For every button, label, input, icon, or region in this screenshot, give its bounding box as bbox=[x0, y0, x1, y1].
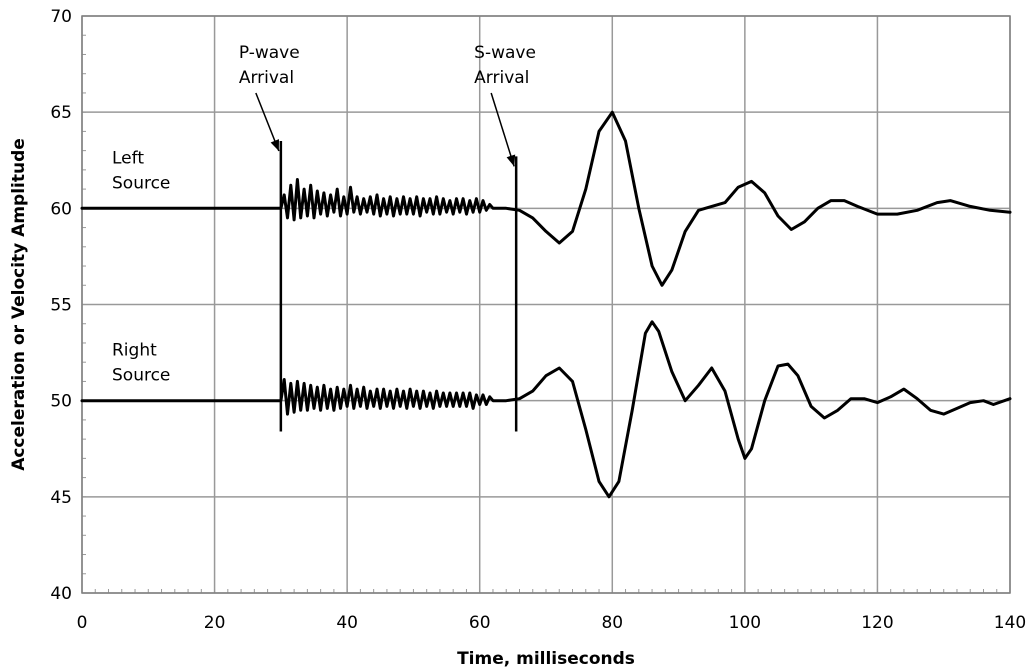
y-tick-label: 65 bbox=[50, 103, 72, 123]
x-axis-title: Time, milliseconds bbox=[457, 649, 635, 669]
x-tick-label: 20 bbox=[204, 613, 226, 633]
grid bbox=[81, 15, 1011, 594]
annotation-arrow bbox=[490, 92, 515, 167]
annotation-arrowhead bbox=[270, 139, 279, 152]
x-tick-label: 100 bbox=[729, 613, 761, 633]
x-tick-label: 40 bbox=[336, 613, 358, 633]
y-tick-label: 40 bbox=[50, 584, 72, 604]
x-tick-label: 120 bbox=[861, 613, 893, 633]
y-tick-label: 45 bbox=[50, 488, 72, 508]
annotation-label: S-wave bbox=[474, 43, 536, 63]
x-tick-label: 80 bbox=[601, 613, 623, 633]
y-tick-label: 50 bbox=[50, 392, 72, 412]
series-group bbox=[80, 110, 1012, 499]
series-label: Source bbox=[112, 173, 170, 193]
annotation-labels: P-wave Arrival S-wave Arrival bbox=[239, 43, 536, 167]
y-tick-labels: 40 45 50 55 60 65 70 bbox=[50, 7, 72, 604]
plot-frame bbox=[81, 15, 1011, 594]
series-line bbox=[80, 320, 1012, 499]
series-labels: Left Source Right Source bbox=[112, 148, 170, 385]
series-line bbox=[80, 110, 1012, 287]
x-tick-label: 0 bbox=[77, 613, 88, 633]
x-tick-label: 60 bbox=[469, 613, 491, 633]
series-label: Right bbox=[112, 341, 157, 361]
annotation-markers bbox=[279, 141, 518, 432]
annotation-label: Arrival bbox=[239, 68, 294, 88]
annotation-label: P-wave bbox=[239, 43, 300, 63]
x-tick-label: 140 bbox=[994, 613, 1026, 633]
annotation-label: Arrival bbox=[474, 68, 529, 88]
x-tick-labels: 0 20 40 60 80 100 120 140 bbox=[77, 613, 1027, 633]
series-label: Source bbox=[112, 366, 170, 386]
y-tick-label: 60 bbox=[50, 199, 72, 219]
y-tick-label: 70 bbox=[50, 7, 72, 27]
y-axis-title: Acceleration or Velocity Amplitude bbox=[9, 138, 29, 471]
annotation-arrowhead bbox=[506, 154, 516, 167]
series-label: Left bbox=[112, 148, 144, 168]
y-tick-label: 55 bbox=[50, 296, 72, 316]
